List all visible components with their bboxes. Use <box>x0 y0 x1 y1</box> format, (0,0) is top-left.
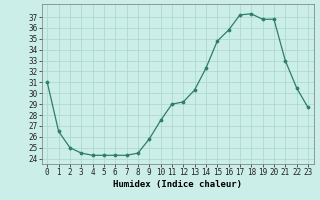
X-axis label: Humidex (Indice chaleur): Humidex (Indice chaleur) <box>113 180 242 189</box>
